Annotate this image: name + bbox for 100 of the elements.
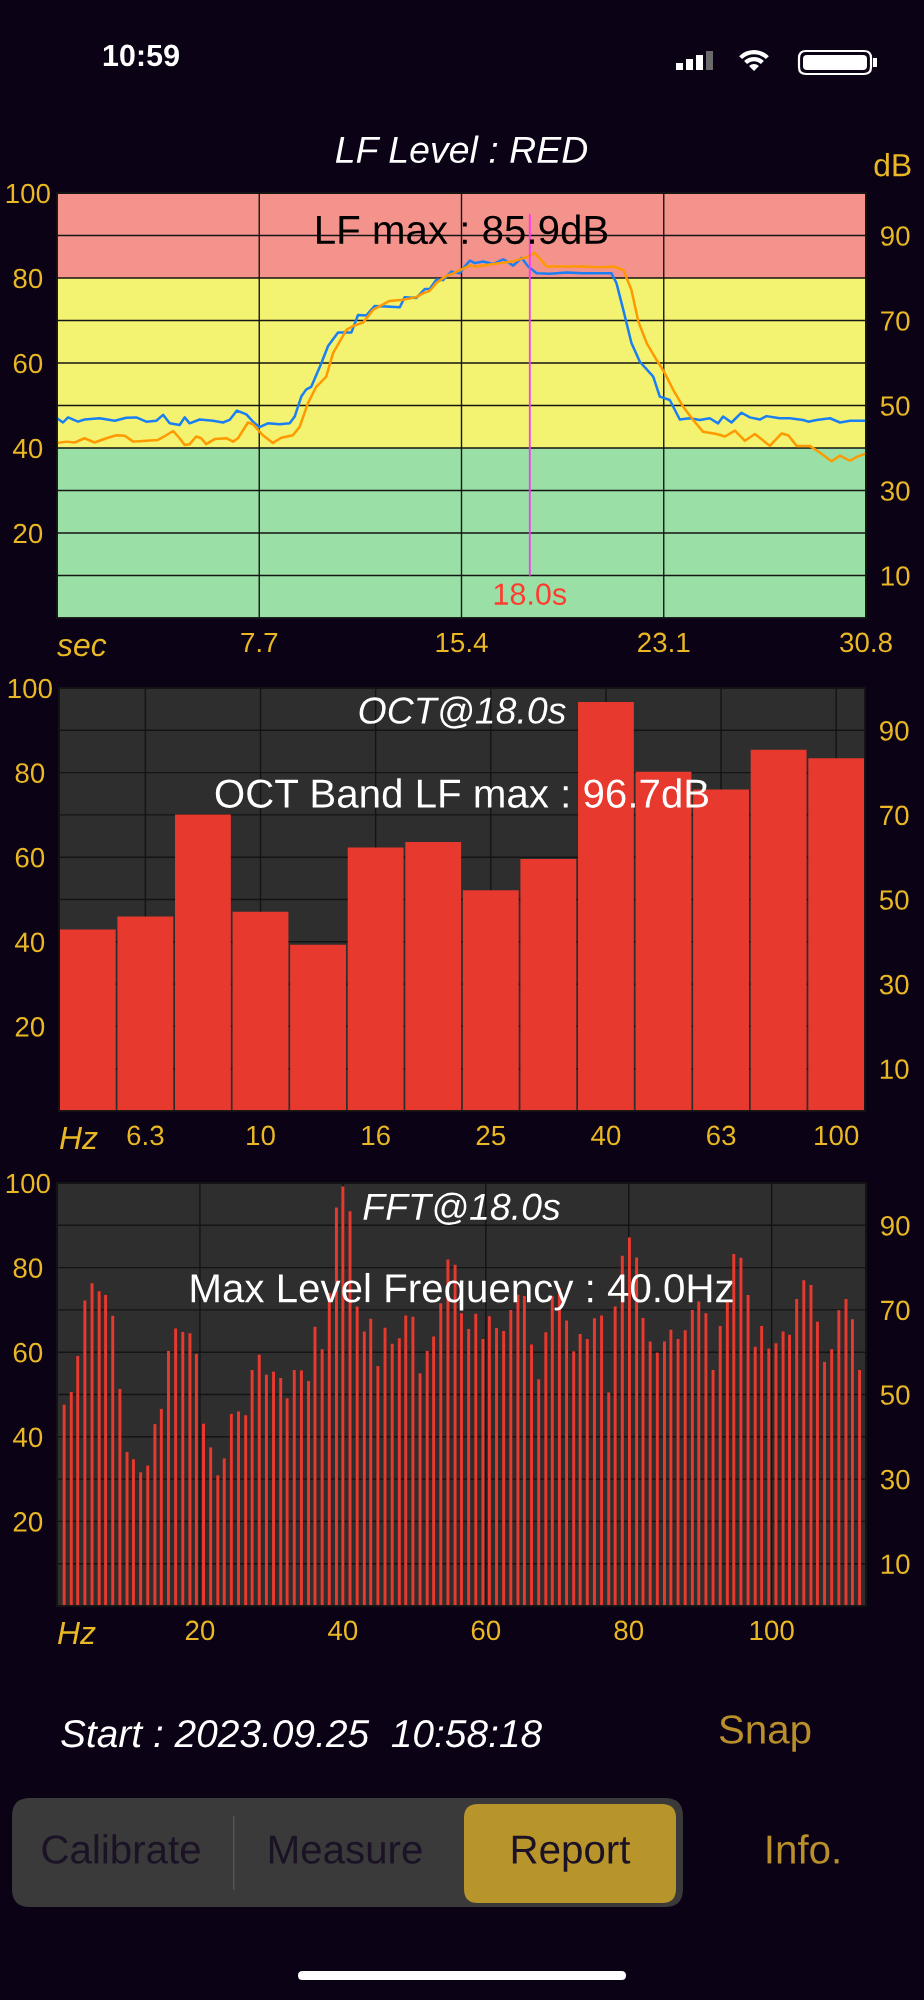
y2-tick-label: 90 — [880, 720, 909, 741]
text: Report — [512, 1835, 631, 1872]
y2-tick-label: 30 — [880, 1469, 910, 1490]
bar — [823, 1361, 827, 1606]
y-tick-label: 80 — [15, 763, 45, 783]
x-tick-label: 25 — [476, 1125, 506, 1146]
bar — [537, 1379, 541, 1606]
bar — [175, 814, 231, 1111]
bar — [237, 1411, 240, 1606]
x-tick-label: 15.4 — [436, 632, 488, 653]
bar — [502, 1331, 506, 1606]
bar — [139, 1472, 143, 1606]
y2-axis-title: dB — [874, 153, 911, 177]
x-tick-label: 23.1 — [638, 632, 690, 653]
bar — [432, 1336, 436, 1606]
bar — [404, 1315, 408, 1606]
line-series — [57, 251, 866, 463]
ref-line-label: 18.0s — [494, 583, 567, 605]
x-tick-label: 6.3 — [127, 1125, 164, 1146]
y-tick-label: 60 — [13, 353, 43, 374]
bar — [62, 1404, 66, 1606]
bar — [858, 1369, 862, 1606]
bar — [397, 1338, 401, 1606]
bar — [711, 1369, 715, 1606]
y2-tick-label: 30 — [879, 974, 909, 995]
bar — [69, 1391, 73, 1606]
bar — [544, 1332, 548, 1606]
x-axis-title: sec — [57, 638, 107, 657]
bar — [641, 1317, 645, 1606]
bar — [718, 1325, 722, 1606]
bar — [320, 1349, 324, 1606]
x-tick-label: 30.8 — [840, 632, 892, 653]
y-tick-label: 80 — [13, 1258, 43, 1278]
bar — [272, 1371, 276, 1606]
bar — [760, 1325, 764, 1606]
bar — [362, 1331, 366, 1606]
bar — [572, 1351, 576, 1606]
bar — [495, 1328, 498, 1606]
bar — [725, 1301, 729, 1606]
y-tick-label: 60 — [15, 847, 45, 868]
text: 10:59 — [103, 44, 179, 67]
bar — [159, 1408, 163, 1606]
bar — [118, 1389, 122, 1606]
x-tick-label: 80 — [614, 1620, 644, 1641]
y-tick-label: 100 — [8, 678, 52, 699]
bar — [753, 1346, 757, 1606]
x-tick-label: 20 — [185, 1620, 215, 1641]
x-tick-label: 100 — [815, 1125, 859, 1146]
x-tick-label: 100 — [750, 1620, 794, 1641]
y2-tick-label: 90 — [881, 226, 910, 246]
bar — [767, 1348, 771, 1606]
y2-tick-label: 10 — [880, 1059, 909, 1080]
bar — [669, 1329, 673, 1606]
bar — [850, 1319, 854, 1606]
bar — [662, 1341, 666, 1606]
text: Snap — [719, 1715, 811, 1752]
bar — [244, 1415, 248, 1606]
bar — [418, 1373, 422, 1606]
bar — [383, 1327, 387, 1606]
bar — [216, 1475, 220, 1606]
bar — [167, 1350, 170, 1606]
bar — [264, 1374, 268, 1606]
bar — [781, 1331, 785, 1606]
bar — [174, 1328, 178, 1606]
bar — [481, 1339, 485, 1606]
bar — [648, 1341, 652, 1606]
y-tick-label: 40 — [13, 1427, 43, 1448]
bar — [739, 1257, 743, 1606]
x-tick-label: 16 — [362, 1125, 390, 1146]
bar — [704, 1313, 708, 1606]
y2-tick-label: 50 — [880, 1385, 910, 1405]
bar — [376, 1366, 380, 1606]
bar — [460, 1313, 463, 1606]
bar — [83, 1300, 87, 1606]
y2-tick-label: 50 — [879, 890, 909, 910]
bar — [697, 1301, 701, 1606]
y2-tick-label: 90 — [881, 1215, 910, 1236]
bar — [285, 1398, 289, 1606]
bar — [188, 1333, 192, 1606]
y-tick-label: 80 — [13, 268, 43, 289]
bar — [355, 1306, 359, 1606]
bar — [111, 1315, 115, 1606]
bar — [830, 1349, 834, 1606]
x-tick-label: 7.7 — [241, 632, 278, 653]
bar — [607, 1392, 611, 1606]
bar — [425, 1350, 429, 1606]
bar — [774, 1343, 778, 1606]
x-tick-label: 63 — [707, 1125, 736, 1146]
bar — [232, 911, 289, 1111]
bar — [655, 1352, 659, 1606]
x-tick-label: 10 — [247, 1125, 275, 1146]
y2-tick-label: 70 — [880, 805, 909, 826]
x-tick-label: 40 — [591, 1125, 621, 1146]
bar — [585, 1339, 589, 1606]
bar — [222, 1458, 226, 1606]
y-tick-label: 20 — [15, 1017, 45, 1037]
y2-tick-label: 70 — [881, 311, 910, 331]
bar — [146, 1465, 150, 1606]
bar — [390, 1343, 394, 1606]
bar — [153, 1424, 157, 1606]
